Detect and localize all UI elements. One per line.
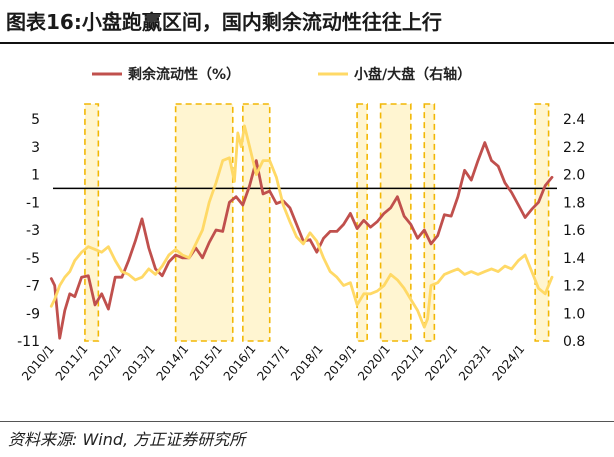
x-tick-label: 2022/1 [422,342,460,383]
left-tick-label: 5 [31,112,40,128]
x-tick-label: 2014/1 [154,342,192,383]
right-tick-label: 1.2 [563,279,585,295]
left-tick-label: 3 [31,140,40,156]
left-tick-label: 1 [31,168,40,184]
x-tick-label: 2020/1 [355,342,393,383]
source-divider [0,421,614,422]
x-tick-label: 2011/1 [53,342,91,383]
source-note: 资料来源: Wind, 方正证券研究所 [8,430,246,449]
shaded-period-6 [423,103,436,342]
shaded-period-3 [242,103,271,342]
right-tick-label: 0.8 [563,334,585,350]
x-tick-label: 2021/1 [389,342,427,383]
title-divider [0,42,614,44]
x-tick-label: 2024/1 [490,342,528,383]
left-tick-label: -1 [26,195,40,211]
left-tick-label: -9 [26,306,40,322]
right-tick-label: 2.0 [563,168,585,184]
x-tick-label: 2019/1 [322,342,360,383]
x-tick-label: 2012/1 [86,342,124,383]
right-tick-label: 2.4 [563,112,585,128]
x-tick-label: 2016/1 [221,342,259,383]
x-tick-label: 2023/1 [456,342,494,383]
x-tick-label: 2017/1 [254,342,292,383]
legend-label: 小盘/大盘（右轴） [354,66,471,83]
legend: 剩余流动性（%） 小盘/大盘（右轴） [92,66,471,83]
x-tick-label: 2013/1 [120,342,158,383]
left-tick-label: -3 [26,223,40,239]
shaded-period-5 [379,103,412,342]
right-tick-label: 2.2 [563,140,585,156]
shaded-period-7 [534,103,550,342]
left-tick-label: -7 [26,279,40,295]
figure-title: 图表16:小盘跑赢区间，国内剩余流动性往往上行 [6,10,442,34]
series-line-small-large-ratio [49,124,554,329]
right-tick-label: 1.8 [563,195,585,211]
right-tick-label: 1.0 [563,306,585,322]
legend-label: 剩余流动性（%） [128,66,240,83]
left-tick-label: -5 [26,251,40,267]
x-tick-label: 2018/1 [288,342,326,383]
axes: 5 3 1 -1 -3 -5 -7 -9 -11 2.4 2.2 2.0 1.8 1.6 1.4 1.2 1.0… [17,112,585,383]
series-line-liquidity [49,141,554,340]
right-tick-label: 1.4 [563,251,585,267]
x-tick-label: 2015/1 [187,342,225,383]
series-lines [49,124,554,340]
shaded-period-1 [84,103,100,342]
right-tick-label: 1.6 [563,223,585,239]
shaded-periods [84,103,550,342]
left-tick-label: -11 [17,334,40,350]
